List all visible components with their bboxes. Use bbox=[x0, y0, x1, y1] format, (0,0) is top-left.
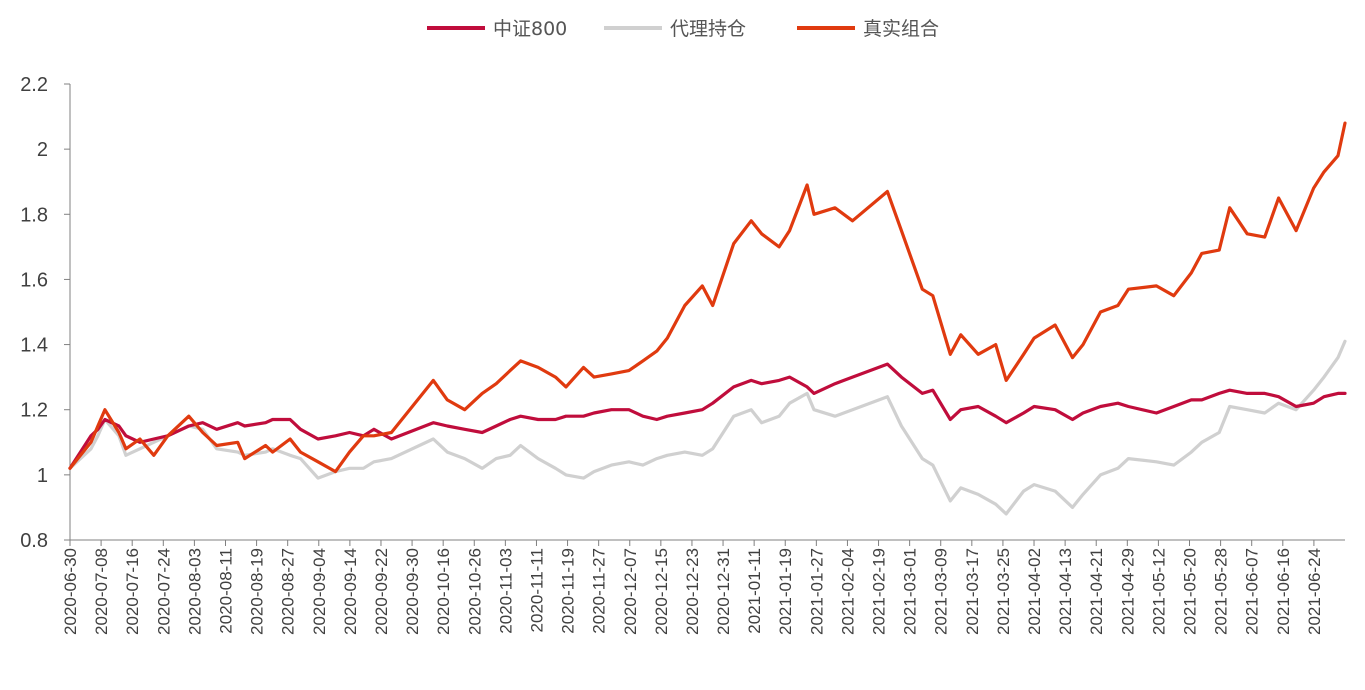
x-tick-label: 2021-05-20 bbox=[1181, 548, 1200, 635]
y-tick-label: 0.8 bbox=[20, 530, 48, 552]
y-axis: 0.8 1 1.2 1.4 1.6 1.8 2 2.2 bbox=[20, 74, 71, 552]
x-tick-label: 2020-08-27 bbox=[279, 548, 298, 635]
x-tick-label: 2020-10-26 bbox=[465, 548, 484, 635]
x-tick-label: 2020-11-11 bbox=[527, 548, 546, 632]
x-tick-label: 2021-05-28 bbox=[1212, 548, 1231, 635]
y-tick-label: 1.2 bbox=[20, 400, 48, 422]
x-tick-label: 2021-03-09 bbox=[932, 548, 951, 635]
x-tick-label: 2021-06-16 bbox=[1274, 548, 1293, 635]
x-tick-label: 2020-09-14 bbox=[341, 548, 360, 635]
x-tick-label: 2020-12-07 bbox=[621, 548, 640, 635]
legend-label-0: 中证800 bbox=[493, 18, 567, 40]
x-tick-label: 2020-06-30 bbox=[61, 548, 80, 635]
x-tick-label: 2020-08-03 bbox=[185, 548, 204, 635]
x-tick-label: 2021-01-11 bbox=[745, 548, 764, 634]
x-tick-label: 2021-04-02 bbox=[1025, 548, 1044, 635]
x-tick-label: 2021-05-12 bbox=[1149, 548, 1168, 635]
x-tick-label: 2021-06-24 bbox=[1305, 548, 1324, 635]
x-tick-label: 2020-12-23 bbox=[683, 548, 702, 635]
x-axis: 2020-06-30 2020-07-08 2020-07-16 2020-07-24… bbox=[61, 539, 1345, 635]
x-tick-label: 2020-11-03 bbox=[496, 548, 515, 634]
y-tick-label: 2 bbox=[37, 139, 48, 161]
y-tick-label: 1 bbox=[37, 465, 48, 487]
x-tick-label: 2020-07-24 bbox=[154, 548, 173, 635]
x-tick-label: 2021-03-17 bbox=[963, 548, 982, 635]
x-tick-label: 2021-03-25 bbox=[994, 548, 1013, 635]
x-tick-label: 2020-09-30 bbox=[403, 548, 422, 635]
series-line-0 bbox=[68, 362, 1347, 470]
series-line-1 bbox=[68, 339, 1347, 516]
series-layer bbox=[68, 121, 1347, 516]
x-tick-label: 2021-03-01 bbox=[901, 548, 920, 635]
x-tick-label: 2020-08-11 bbox=[216, 548, 235, 634]
x-tick-label: 2020-11-27 bbox=[590, 548, 609, 634]
y-tick-label: 1.8 bbox=[20, 204, 48, 226]
x-tick-label: 2021-06-07 bbox=[1243, 548, 1262, 635]
x-tick-label: 2021-01-27 bbox=[807, 548, 826, 635]
series-line-2 bbox=[68, 121, 1347, 474]
y-tick-label: 1.4 bbox=[20, 335, 48, 357]
legend-label-1: 代理持仓 bbox=[670, 18, 746, 40]
x-tick-label: 2021-02-04 bbox=[838, 548, 857, 635]
y-tick-label: 1.6 bbox=[20, 269, 48, 291]
x-tick-label: 2020-08-19 bbox=[248, 548, 267, 635]
x-tick-label: 2021-04-21 bbox=[1087, 548, 1106, 635]
x-tick-label: 2021-01-19 bbox=[776, 548, 795, 635]
x-tick-label: 2020-11-19 bbox=[559, 548, 578, 634]
x-tick-label: 2020-12-15 bbox=[652, 548, 671, 635]
chart-legend: 中证800 代理持仓 真实组合 bbox=[427, 18, 939, 40]
x-tick-label: 2021-04-13 bbox=[1056, 548, 1075, 635]
x-tick-label: 2021-04-29 bbox=[1118, 548, 1137, 635]
x-tick-label: 2020-09-22 bbox=[372, 548, 391, 635]
x-tick-label: 2021-02-19 bbox=[870, 548, 889, 635]
y-tick-label: 2.2 bbox=[20, 74, 48, 96]
x-tick-label: 2020-07-08 bbox=[92, 548, 111, 635]
x-tick-label: 2020-12-31 bbox=[714, 548, 733, 635]
x-tick-label: 2020-07-16 bbox=[123, 548, 142, 635]
x-tick-label: 2020-09-04 bbox=[310, 548, 329, 635]
x-tick-label: 2020-10-16 bbox=[434, 548, 453, 635]
legend-label-2: 真实组合 bbox=[863, 18, 939, 40]
